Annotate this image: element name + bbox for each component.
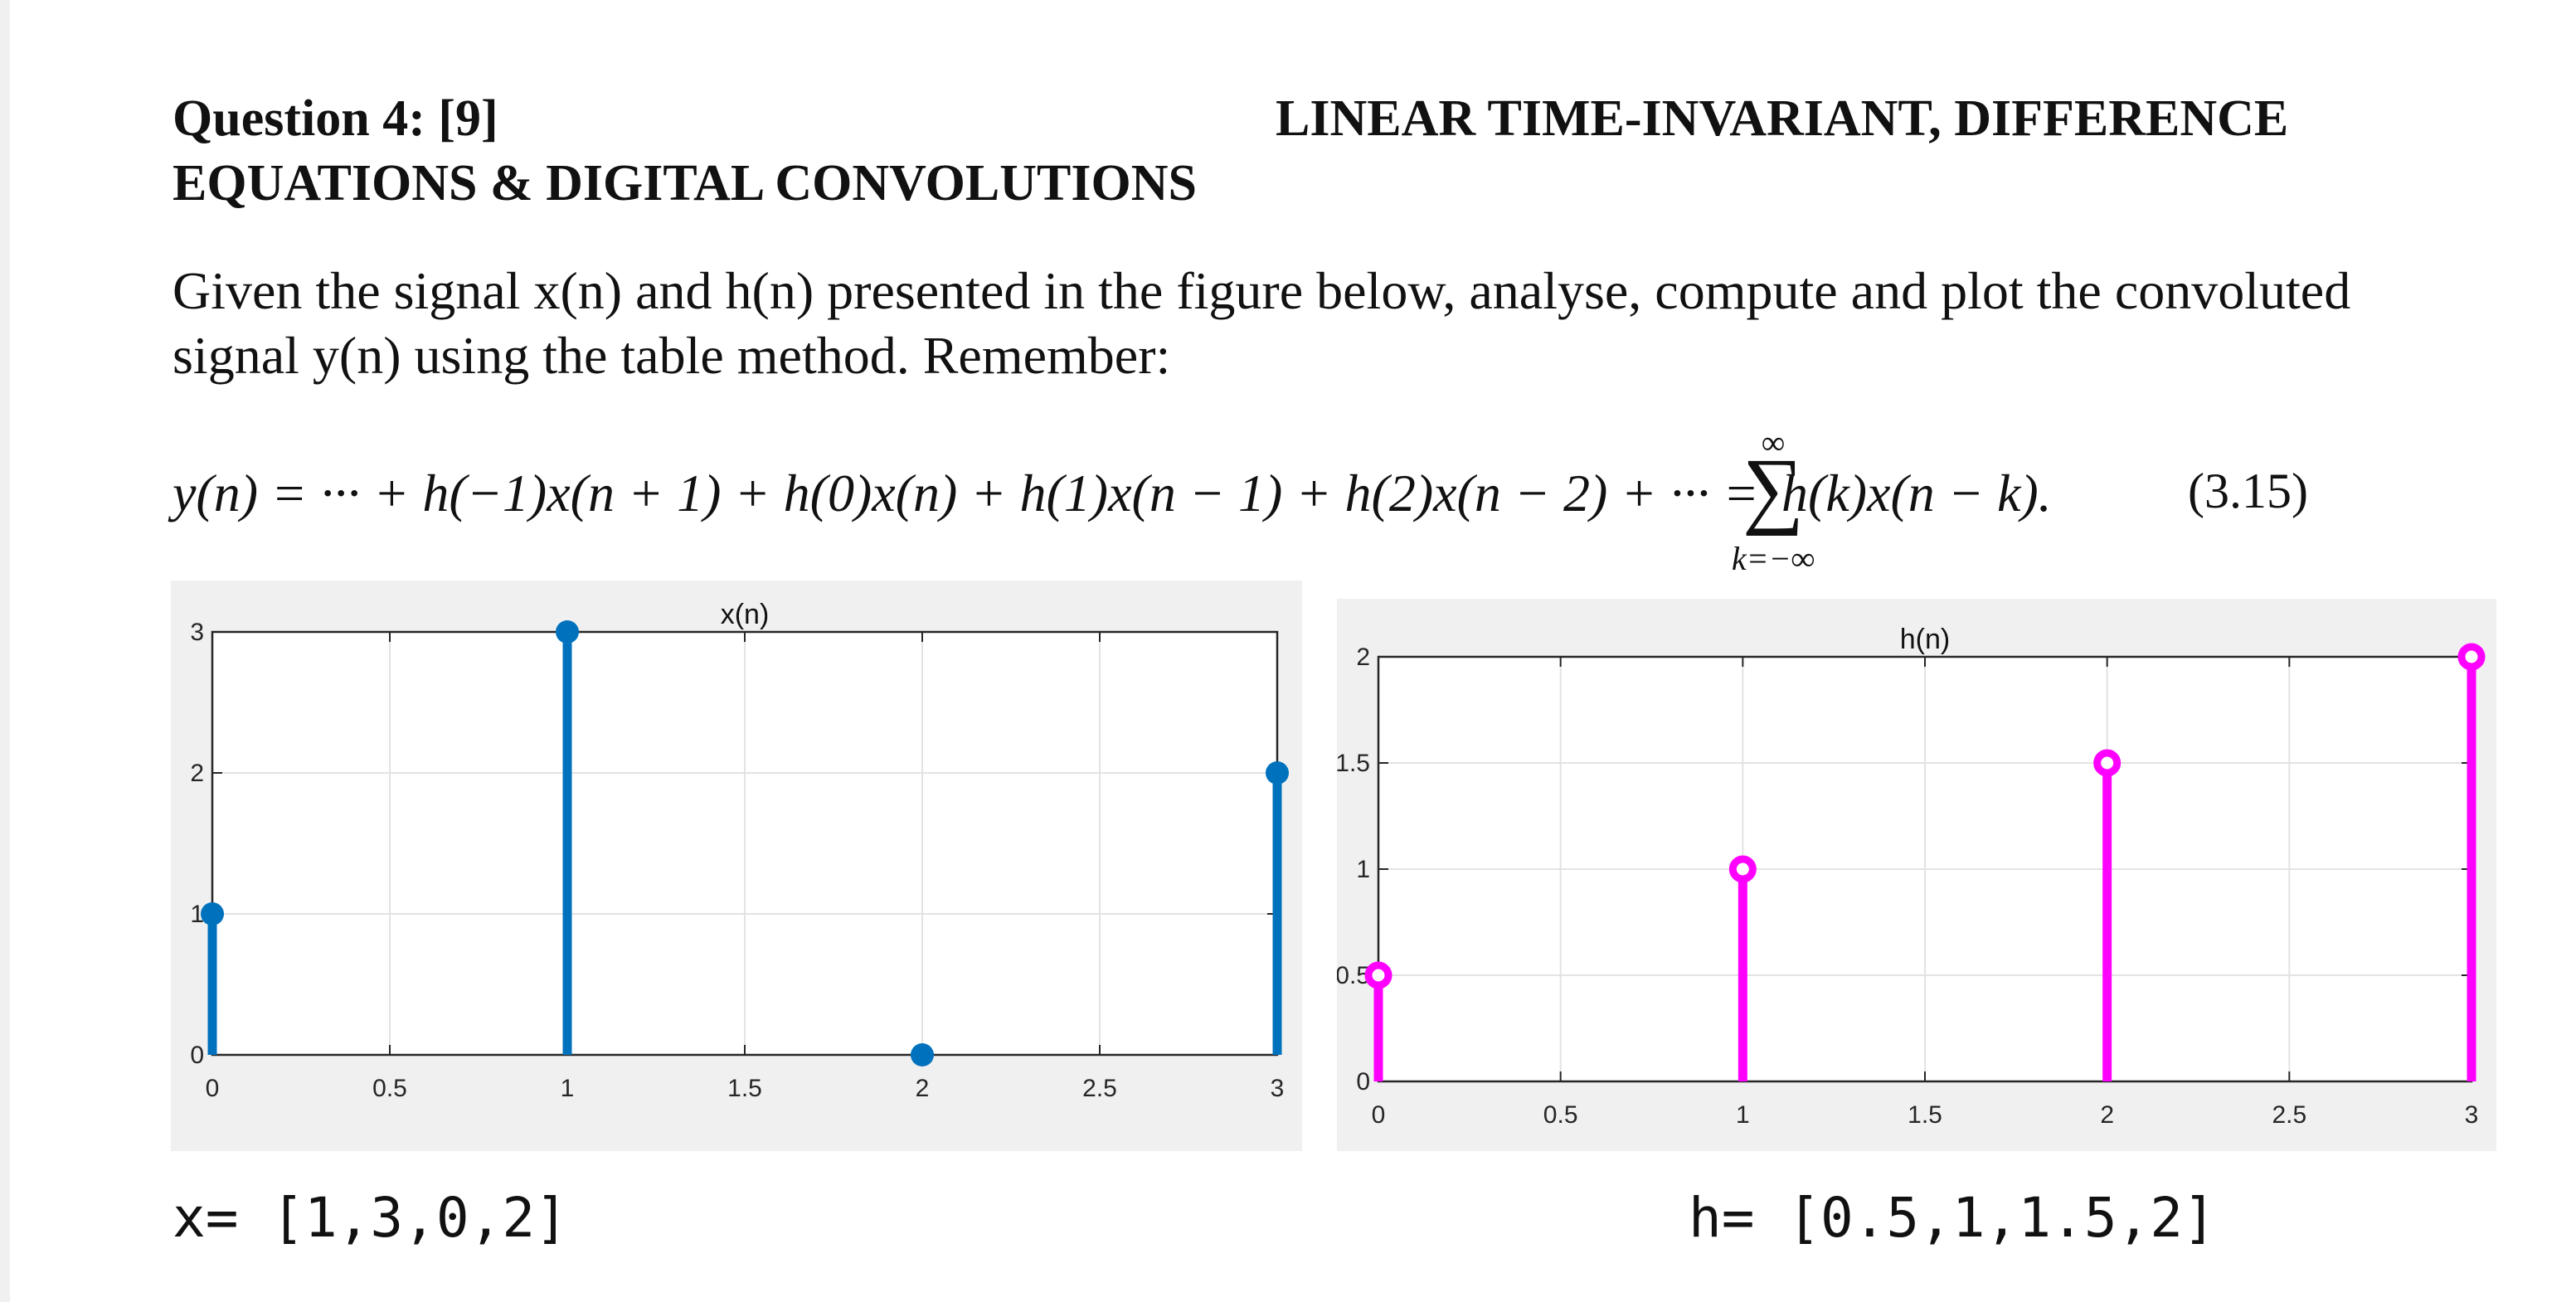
x-tick-label: 1.5 xyxy=(727,1075,762,1102)
y-tick-label: 2 xyxy=(1356,644,1370,671)
summation: ∞ ∑ k=−∞ xyxy=(1674,424,1873,589)
sum-lower-limit: k=−∞ xyxy=(1731,540,1815,577)
prompt-line-2: signal y(n) using the table method. Reme… xyxy=(173,326,1171,385)
stem-marker xyxy=(911,1043,934,1066)
sigma-symbol: ∑ xyxy=(1742,441,1805,537)
x-tick-label: 2 xyxy=(916,1075,930,1102)
sum-upper-limit: ∞ xyxy=(1761,424,1786,461)
equation-rhs: h(k)x(n − k). xyxy=(1781,464,2052,522)
y-tick-label: 3 xyxy=(190,619,204,646)
x-tick-label: 2 xyxy=(2100,1101,2114,1129)
x-tick-label: 1 xyxy=(561,1075,575,1102)
plot-title: x(n) xyxy=(721,599,770,630)
y-tick-label: 1 xyxy=(190,901,204,928)
x-tick-label: 3 xyxy=(1271,1075,1285,1102)
convolution-equation: y(n) = ··· + h(−1)x(n + 1) + h(0)x(n) + … xyxy=(173,424,2329,589)
stem-marker xyxy=(2457,643,2486,671)
x-tick-label: 2.5 xyxy=(2272,1101,2306,1129)
plot-title: h(n) xyxy=(1900,624,1950,655)
page-left-margin xyxy=(0,0,10,1302)
y-tick-label: 0 xyxy=(1356,1068,1370,1096)
plot-x-panel: 0 0.5 1 1.5 2 2.5 3 0 1 2 3 x(n) xyxy=(171,581,1302,1151)
y-tick-label: 1.5 xyxy=(1337,750,1370,777)
prompt-line-1: Given the signal x(n) and h(n) presented… xyxy=(173,261,2351,320)
x-tick-label: 2.5 xyxy=(1082,1075,1117,1102)
stem-marker xyxy=(1266,761,1289,785)
stem-marker xyxy=(1728,855,1757,883)
x-tick-label: 0 xyxy=(206,1075,220,1102)
equation-number: (3.15) xyxy=(2188,464,2308,518)
x-tick-label: 0.5 xyxy=(372,1075,407,1102)
stem-marker xyxy=(201,902,224,925)
x-tick-label: 1.5 xyxy=(1908,1101,1942,1129)
x-tick-label: 1 xyxy=(1736,1101,1750,1129)
x-tick-label: 0.5 xyxy=(1543,1101,1578,1129)
topic-title-line1: LINEAR TIME-INVARIANT, DIFFERENCE xyxy=(1276,90,2289,147)
stem-marker xyxy=(2093,749,2122,777)
y-tick-label: 1 xyxy=(1356,856,1370,883)
y-tick-label: 0 xyxy=(190,1042,204,1069)
x-tick-label: 3 xyxy=(2465,1101,2479,1129)
h-stem-plot: 0 0.5 1 1.5 2 2.5 3 0 0.5 1 1.5 2 h(n) xyxy=(1337,624,2486,1129)
question-label: Question 4: [9] xyxy=(173,90,498,147)
y-tick-label: 0.5 xyxy=(1337,962,1370,989)
stem-marker xyxy=(556,620,579,644)
stem-marker xyxy=(1364,961,1392,989)
topic-title-line2: EQUATIONS & DIGITAL CONVOLUTIONS xyxy=(173,155,1197,211)
h-vector-definition: h= [0.5,1,1.5,2] xyxy=(1689,1186,2216,1250)
x-vector-definition: x= [1,3,0,2] xyxy=(173,1186,568,1250)
equation-lhs: y(n) = ··· + h(−1)x(n + 1) + h(0)x(n) + … xyxy=(173,464,1759,522)
plot-h-panel: 0 0.5 1 1.5 2 2.5 3 0 0.5 1 1.5 2 h(n) xyxy=(1337,599,2496,1151)
x-stem-plot: 0 0.5 1 1.5 2 2.5 3 0 1 2 3 x(n) xyxy=(190,599,1289,1102)
y-tick-label: 2 xyxy=(190,760,204,787)
x-tick-label: 0 xyxy=(1372,1101,1386,1129)
